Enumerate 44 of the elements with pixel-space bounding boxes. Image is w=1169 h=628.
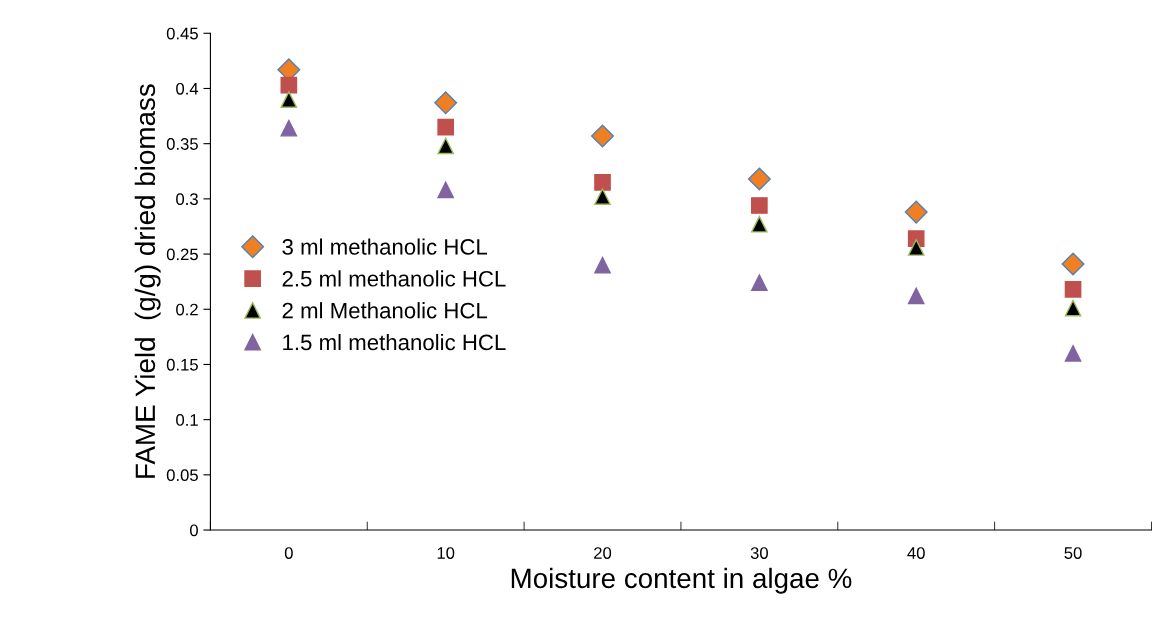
x-tick-label: 20 (594, 547, 612, 559)
point (594, 173, 611, 191)
point (907, 239, 925, 256)
y-tick-label: 0.2 (176, 303, 198, 316)
legend-label: 2 ml Methanolic HCL (282, 302, 488, 319)
y-tick-label: 0 (190, 524, 198, 537)
x-tick-label: 10 (437, 547, 455, 559)
point (280, 91, 298, 108)
x-axis-title: Moisture content in algae % (511, 567, 852, 594)
point (747, 167, 771, 191)
point (437, 118, 455, 136)
x-tick-label: 0 (284, 547, 293, 559)
point (904, 200, 928, 224)
y-tick-label: 0.35 (166, 138, 198, 150)
point (591, 124, 615, 148)
point (751, 274, 768, 292)
point (751, 197, 768, 214)
legend-label: 2.5 ml methanolic HCL (282, 270, 506, 287)
point (1064, 345, 1082, 362)
point (437, 137, 455, 155)
y-tick-label: 0.4 (176, 82, 199, 95)
y-tick-label: 0.3 (176, 193, 198, 206)
legend-label: 1.5 ml methanolic HCL (283, 333, 506, 351)
x-tick-label: 40 (907, 547, 925, 559)
x-tick-label: 50 (1064, 547, 1082, 559)
y-tick-label: 0.25 (166, 248, 198, 261)
point (751, 215, 768, 233)
point (594, 188, 611, 205)
point (907, 287, 925, 305)
y-tick-label: 0.15 (166, 358, 198, 371)
y-tick-label: 0.05 (166, 469, 198, 482)
legend-label: 3 ml methanolic HCL (282, 238, 488, 255)
point (1064, 281, 1082, 298)
point (1064, 299, 1082, 317)
point (437, 181, 455, 199)
y-axis-title: FAME Yield (g/g) dried biomass (134, 84, 161, 478)
x-tick-label: 30 (750, 547, 768, 559)
point (594, 256, 611, 274)
y-tick-label: 0.45 (166, 27, 198, 40)
point (280, 76, 298, 94)
point (1061, 252, 1085, 276)
y-tick-label: 0.1 (176, 414, 198, 426)
point (280, 119, 298, 137)
point (434, 91, 458, 115)
